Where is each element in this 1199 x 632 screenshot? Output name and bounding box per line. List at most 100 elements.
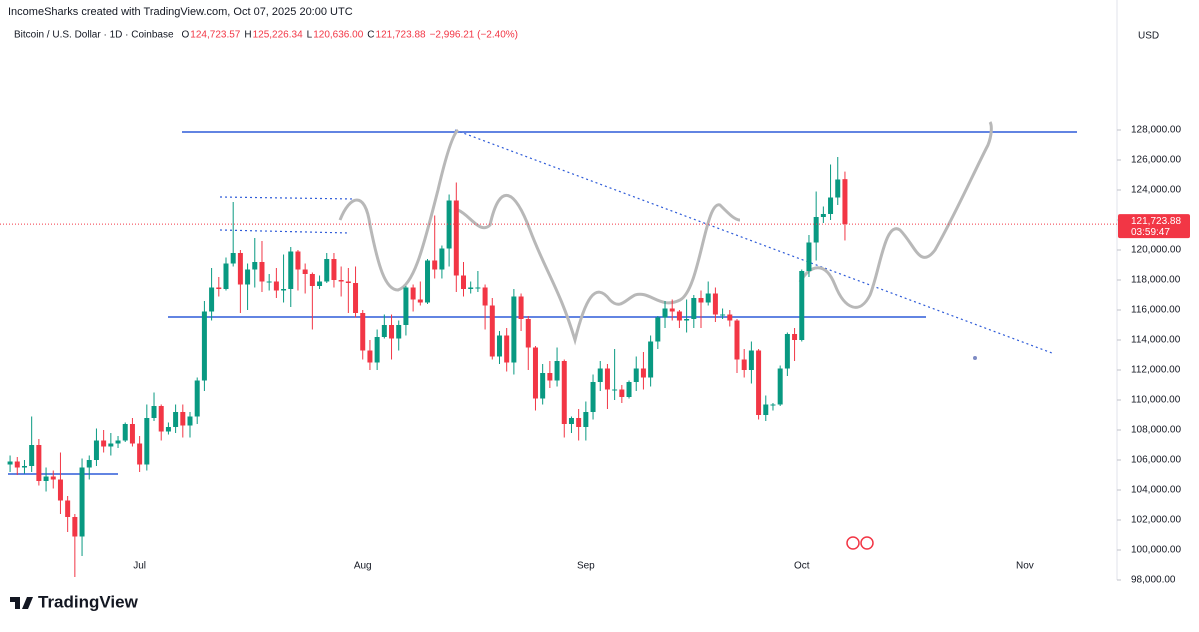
candle-body: [432, 260, 438, 270]
candle-body: [252, 262, 258, 270]
candle-body: [626, 382, 632, 398]
candle-body: [734, 320, 740, 360]
event-icon[interactable]: [846, 536, 860, 550]
candle-body: [331, 259, 337, 281]
candle-body: [165, 427, 171, 432]
y-tick-label: 106,000.00: [1131, 455, 1181, 466]
ohlc-value: 121,723.88: [376, 30, 426, 41]
marker-dot: [973, 356, 977, 360]
candle-body: [547, 373, 553, 381]
candle-body: [619, 389, 625, 398]
y-tick-label: 114,000.00: [1131, 335, 1181, 346]
candle-body: [108, 443, 114, 447]
candle-body: [748, 350, 754, 371]
y-tick-label: 102,000.00: [1131, 515, 1181, 526]
y-tick-label: 120,000.00: [1131, 245, 1181, 256]
candle-body: [684, 319, 690, 321]
ohlc-key: L: [307, 30, 313, 41]
candle-body: [741, 359, 747, 371]
logo-icon: [10, 597, 33, 609]
y-tick-label: 124,000.00: [1131, 185, 1181, 196]
ohlc-value: 124,723.57: [190, 30, 240, 41]
candle-body: [612, 389, 618, 391]
y-tick-label: 104,000.00: [1131, 485, 1181, 496]
currency: USD: [1138, 31, 1159, 42]
projection-path: [457, 193, 741, 346]
candle-body: [662, 308, 668, 318]
candle-body: [475, 287, 481, 289]
candle-body: [36, 445, 42, 482]
candle-body: [705, 293, 711, 303]
candle-body: [317, 281, 323, 287]
candle-body: [187, 416, 193, 426]
logo: TradingView: [10, 592, 139, 611]
candle-body: [302, 269, 308, 275]
candle-body: [756, 350, 762, 416]
candle-body: [173, 412, 179, 428]
y-tick-label: 108,000.00: [1131, 425, 1181, 436]
candle-body: [806, 242, 812, 272]
candle-body: [655, 317, 661, 342]
candle-body: [511, 296, 517, 363]
chart-title: Bitcoin / U.S. Dollar · 1D · Coinbase: [14, 30, 174, 41]
candle-body: [345, 281, 351, 284]
candle-body: [669, 308, 675, 312]
candle-body: [496, 335, 502, 357]
x-tick-label: Aug: [354, 561, 372, 572]
candle-body: [460, 275, 466, 290]
candle-body: [604, 368, 610, 390]
candle-body: [158, 406, 164, 432]
candle-body: [468, 287, 474, 290]
last-price-label: 121,723.88: [1131, 216, 1181, 227]
event-icon[interactable]: [860, 536, 874, 550]
change: −2,996.21 (−2.40%): [430, 30, 518, 41]
candle-body: [489, 305, 495, 357]
candle-body: [209, 287, 215, 312]
ohlc-key: H: [244, 30, 251, 41]
candle-body: [439, 248, 445, 270]
candle-body: [129, 424, 135, 444]
candle-body: [144, 418, 150, 465]
candle-body: [446, 200, 452, 249]
candle-body: [813, 217, 819, 243]
ohlc-key: C: [367, 30, 374, 41]
candle-body: [93, 440, 99, 461]
candle-body: [648, 341, 654, 378]
candle-body: [353, 283, 359, 314]
candle-body: [381, 325, 387, 338]
candle-body: [266, 281, 272, 283]
y-tick-label: 116,000.00: [1131, 305, 1181, 316]
candle-body: [784, 334, 790, 369]
projection-path: [338, 128, 460, 292]
candle-body: [453, 200, 459, 276]
candle-body: [151, 406, 157, 419]
ohlc-value: 120,636.00: [313, 30, 363, 41]
candle-body: [338, 280, 344, 282]
ohlc-key: O: [182, 30, 190, 41]
candle-body: [122, 424, 128, 441]
candle-body: [770, 404, 776, 406]
candle-body: [360, 313, 366, 351]
candle-body: [633, 368, 639, 383]
candle-body: [180, 412, 186, 426]
candle-body: [691, 298, 697, 320]
candle-body: [115, 440, 121, 444]
candle-body: [223, 263, 229, 290]
candle-body: [29, 445, 35, 467]
candle-body: [237, 253, 243, 285]
candle-body: [86, 460, 92, 468]
candle-body: [245, 269, 251, 285]
candle-body: [425, 260, 431, 303]
x-tick-label: Oct: [794, 561, 810, 572]
candle-body: [835, 179, 841, 198]
y-tick-label: 126,000.00: [1131, 155, 1181, 166]
candle-body: [194, 380, 200, 417]
candle-body: [842, 179, 848, 225]
candle-body: [216, 287, 222, 290]
candle-body: [576, 418, 582, 428]
x-tick-label: Sep: [577, 561, 595, 572]
candle-body: [65, 500, 71, 518]
projection-path: [798, 121, 993, 309]
